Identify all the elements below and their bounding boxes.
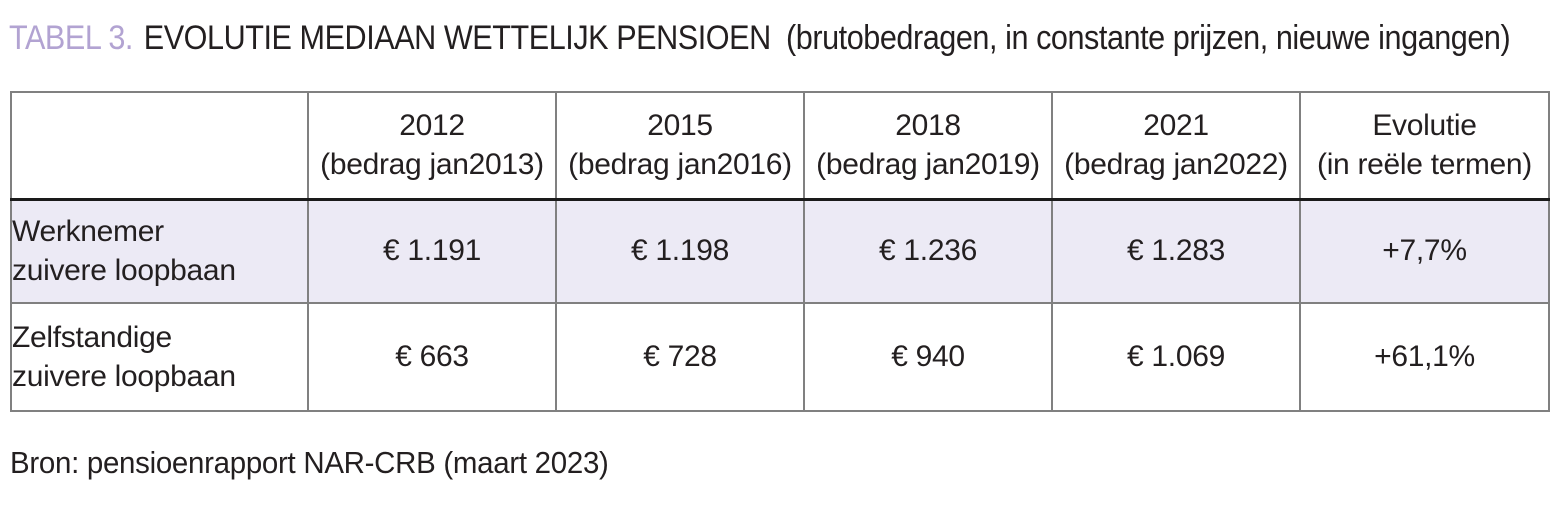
row-label-line1: Zelfstandige <box>12 321 172 354</box>
header-year: 2021 <box>1143 109 1209 143</box>
pension-evolution-table: 2012 (bedrag jan2013) 2015 (bedrag jan20… <box>10 91 1550 412</box>
row-label-line1: Werknemer <box>12 215 164 249</box>
cell-werknemer-2018: € 1.236 <box>803 198 1053 304</box>
table-subtitle: (brutobedragen, in constante prijzen, ni… <box>786 19 1511 57</box>
table-row-werknemer: Werknemer zuivere loopbaan € 1.191 € 1.1… <box>10 198 1550 304</box>
table-header-row: 2012 (bedrag jan2013) 2015 (bedrag jan20… <box>10 91 1550 201</box>
header-note: (bedrag jan2016) <box>568 148 792 182</box>
cell-zelfstandige-2012: € 663 <box>307 302 557 412</box>
cell-zelfstandige-2018: € 940 <box>803 302 1053 412</box>
row-label-werknemer: Werknemer zuivere loopbaan <box>10 198 309 304</box>
header-cell-2012: 2012 (bedrag jan2013) <box>307 91 557 201</box>
header-cell-2021: 2021 (bedrag jan2022) <box>1051 91 1301 201</box>
header-cell-2015: 2015 (bedrag jan2016) <box>555 91 805 201</box>
table-caption: TABEL 3. EVOLUTIE MEDIAAN WETTELIJK PENSI… <box>0 0 1511 60</box>
cell-zelfstandige-2015: € 728 <box>555 302 805 412</box>
row-label-zelfstandige: Zelfstandige zuivere loopbaan <box>10 302 309 412</box>
table-row-zelfstandige: Zelfstandige zuivere loopbaan € 663 € 72… <box>10 302 1550 412</box>
header-year: 2015 <box>647 109 713 143</box>
header-year: 2018 <box>895 109 961 143</box>
source-note: Bron: pensioenrapport NAR-CRB (maart 202… <box>10 445 609 480</box>
row-label-line2: zuivere loopbaan <box>12 254 236 288</box>
table-title: EVOLUTIE MEDIAAN WETTELIJK PENSIOEN <box>143 19 771 57</box>
header-year: Evolutie <box>1372 109 1477 143</box>
header-cell-empty <box>10 91 309 201</box>
table-number-label: TABEL 3. <box>9 19 133 57</box>
cell-werknemer-2012: € 1.191 <box>307 198 557 304</box>
header-cell-2018: 2018 (bedrag jan2019) <box>803 91 1053 201</box>
row-label-line2: zuivere loopbaan <box>12 360 236 393</box>
cell-werknemer-evolutie: +7,7% <box>1299 198 1550 304</box>
cell-werknemer-2021: € 1.283 <box>1051 198 1301 304</box>
header-year: 2012 <box>399 109 465 143</box>
header-note: (bedrag jan2019) <box>816 148 1040 182</box>
cell-werknemer-2015: € 1.198 <box>555 198 805 304</box>
cell-zelfstandige-2021: € 1.069 <box>1051 302 1301 412</box>
header-note: (bedrag jan2022) <box>1064 148 1288 182</box>
cell-zelfstandige-evolutie: +61,1% <box>1299 302 1550 412</box>
header-note: (bedrag jan2013) <box>320 148 544 182</box>
header-note: (in reële termen) <box>1317 148 1532 182</box>
header-cell-evolutie: Evolutie (in reële termen) <box>1299 91 1550 201</box>
